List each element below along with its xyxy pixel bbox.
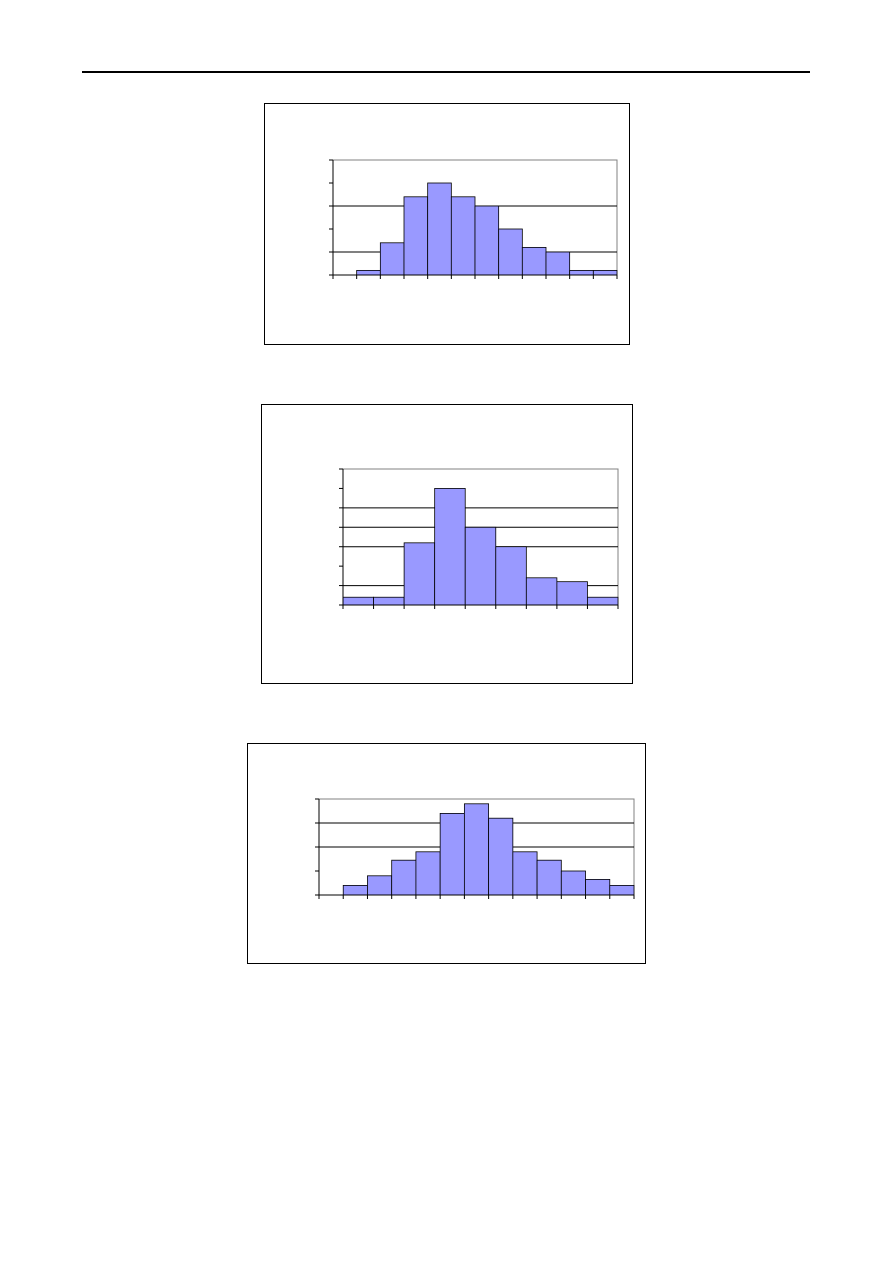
bar: [434, 488, 466, 606]
bar: [415, 851, 441, 896]
bar: [391, 859, 417, 896]
bar: [569, 269, 594, 276]
bar: [379, 242, 405, 276]
bar: [356, 269, 381, 276]
bar: [556, 581, 588, 606]
bar: [450, 196, 476, 276]
bar: [512, 851, 538, 896]
bar: [463, 803, 490, 896]
bar: [525, 577, 558, 606]
bar: [342, 596, 374, 606]
bar: [373, 596, 405, 606]
bar: [609, 885, 635, 896]
bar: [439, 813, 465, 896]
bar: [498, 228, 523, 276]
bar: [403, 542, 436, 606]
bar: [536, 859, 562, 896]
bar: [592, 269, 618, 276]
bar: [488, 817, 514, 896]
bar: [367, 875, 393, 896]
bar: [545, 251, 571, 276]
bar: [521, 246, 547, 276]
bar: [560, 870, 586, 896]
bar: [403, 196, 429, 276]
bar: [495, 546, 527, 606]
bar: [342, 885, 368, 896]
bar: [587, 596, 619, 606]
bar: [464, 526, 497, 606]
bar: [474, 205, 500, 276]
bar: [427, 182, 452, 276]
bar: [585, 879, 611, 896]
